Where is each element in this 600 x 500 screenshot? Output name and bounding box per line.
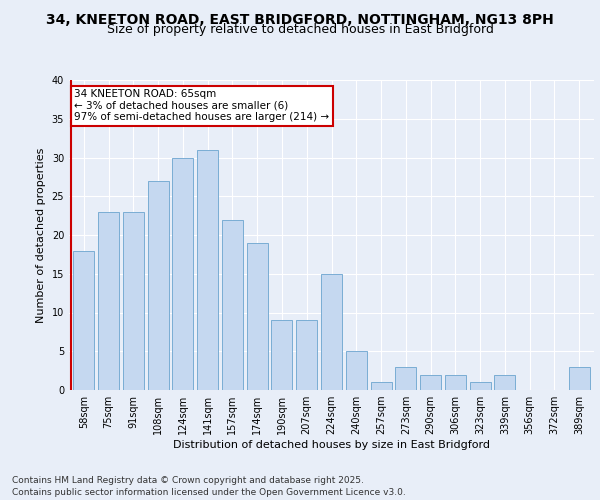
Text: 34, KNEETON ROAD, EAST BRIDGFORD, NOTTINGHAM, NG13 8PH: 34, KNEETON ROAD, EAST BRIDGFORD, NOTTIN… (46, 12, 554, 26)
Bar (470, 382, 491, 390)
Bar (123, 212, 144, 390)
Bar (98, 212, 119, 390)
Bar (222, 220, 243, 390)
Bar (420, 374, 441, 390)
Bar (247, 243, 268, 390)
Bar (346, 351, 367, 390)
Bar (271, 320, 292, 390)
Bar (569, 367, 590, 390)
Bar (148, 180, 169, 390)
Bar (172, 158, 193, 390)
Bar (73, 250, 94, 390)
Bar (494, 374, 515, 390)
Bar (445, 374, 466, 390)
Bar (395, 367, 416, 390)
Text: Contains HM Land Registry data © Crown copyright and database right 2025.: Contains HM Land Registry data © Crown c… (12, 476, 364, 485)
Bar (321, 274, 342, 390)
Bar (197, 150, 218, 390)
X-axis label: Distribution of detached houses by size in East Bridgford: Distribution of detached houses by size … (173, 440, 490, 450)
Text: Size of property relative to detached houses in East Bridgford: Size of property relative to detached ho… (107, 24, 493, 36)
Y-axis label: Number of detached properties: Number of detached properties (36, 148, 46, 322)
Text: 34 KNEETON ROAD: 65sqm
← 3% of detached houses are smaller (6)
97% of semi-detac: 34 KNEETON ROAD: 65sqm ← 3% of detached … (74, 90, 329, 122)
Bar (296, 320, 317, 390)
Bar (371, 382, 392, 390)
Text: Contains public sector information licensed under the Open Government Licence v3: Contains public sector information licen… (12, 488, 406, 497)
